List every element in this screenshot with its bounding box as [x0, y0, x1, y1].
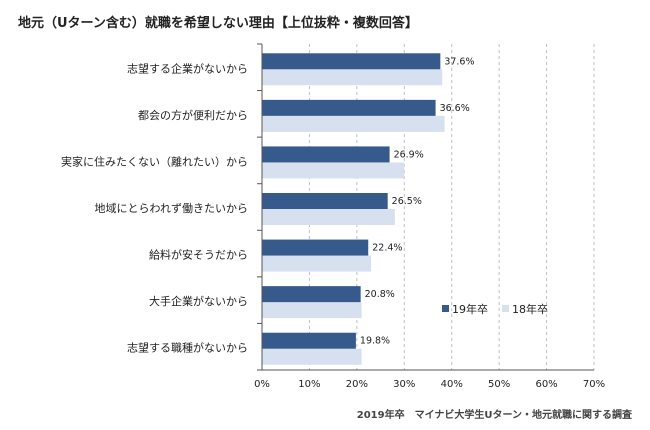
bar-19-5	[262, 286, 361, 303]
data-label-19-0: 37.6%	[444, 56, 474, 67]
bar-18-2	[262, 162, 405, 179]
x-tick-label-60: 60%	[535, 379, 557, 390]
data-label-19-6: 19.8%	[360, 336, 390, 347]
axes	[257, 43, 594, 371]
category-label-1: 都会の方が便利だから	[138, 108, 248, 122]
legend: 19年卒 18年卒	[442, 302, 548, 316]
x-tick-label-20: 20%	[346, 379, 368, 390]
data-label-19-3: 26.5%	[392, 196, 422, 207]
bar-18-1	[262, 115, 445, 132]
bar-19-2	[262, 146, 390, 163]
bar-19-3	[262, 193, 388, 209]
bar-18-3	[262, 209, 395, 225]
bars	[262, 53, 445, 365]
data-label-19-5: 20.8%	[365, 289, 395, 300]
category-label-2: 実家に住みたくない（離れたい）から	[61, 154, 248, 168]
labels: 0% 10% 20% 30% 40% 50% 60% 70% 37.6% 志望する企業がないから 3…	[61, 56, 605, 390]
legend-swatch-19	[442, 305, 449, 312]
bar-19-1	[262, 99, 436, 116]
category-label-4: 給料が安そうだから	[149, 248, 248, 262]
chart-title: 地元（Uターン含む）就職を希望しない理由【上位抜粋・複数回答】	[18, 16, 418, 31]
bar-19-6	[262, 332, 356, 349]
x-tick-label-40: 40%	[441, 379, 463, 390]
x-tick-label-0: 0%	[254, 379, 270, 390]
category-label-6: 志望する職種がないから	[127, 341, 248, 355]
data-label-19-1: 36.6%	[440, 103, 470, 114]
x-tick-label-50: 50%	[488, 379, 510, 390]
bar-19-0	[262, 53, 441, 70]
data-label-19-4: 22.4%	[372, 243, 402, 254]
legend-swatch-18	[502, 305, 509, 312]
x-tick-label-10: 10%	[298, 379, 320, 390]
bar-19-4	[262, 239, 369, 256]
x-tick-label-70: 70%	[583, 379, 605, 390]
data-label-19-2: 26.9%	[394, 149, 424, 160]
legend-label-18: 18年卒	[512, 302, 548, 316]
bar-18-0	[262, 69, 443, 86]
bar-18-5	[262, 302, 362, 319]
category-label-0: 志望する企業がないから	[127, 61, 248, 75]
x-tick-label-30: 30%	[393, 379, 415, 390]
category-label-3: 地域にとらわれず働きたいから	[95, 202, 248, 215]
category-label-5: 大手企業がないから	[149, 294, 248, 308]
source-note: 2019年卒 マイナビ大学生Uターン・地元就職に関する調査	[356, 410, 632, 421]
legend-label-19: 19年卒	[452, 302, 488, 316]
bar-18-4	[262, 255, 372, 272]
bar-18-6	[262, 348, 362, 365]
